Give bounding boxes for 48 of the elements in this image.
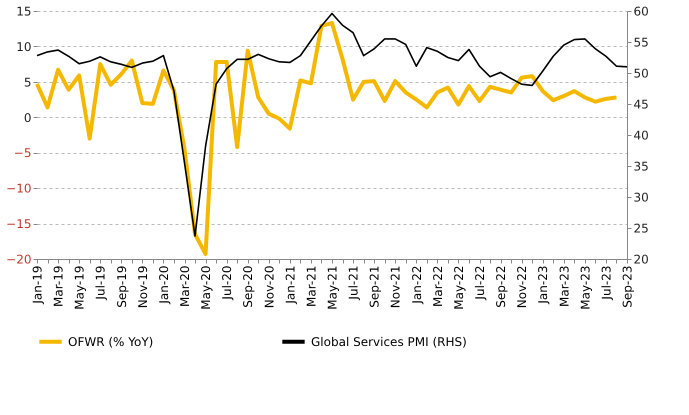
y2-tick-label: 20 [634, 252, 649, 266]
y2-tick-label: 45 [634, 98, 649, 112]
x-tick-label: Nov-19 [136, 266, 150, 308]
y2-tick-label: 40 [634, 128, 649, 142]
x-tick-label: Jul-23 [599, 266, 614, 301]
y-tick-label: −15 [6, 217, 32, 232]
y2-tick-label: 30 [634, 190, 649, 204]
x-tick-label: Mar-19 [52, 266, 66, 307]
x-tick-label: May-21 [326, 266, 340, 310]
x-tick-label: Jan-23 [536, 266, 550, 305]
x-tick-label: Jan-22 [410, 266, 424, 305]
x-tick-label: Nov-20 [262, 266, 276, 308]
x-tick-label: Nov-22 [515, 266, 530, 308]
x-tick-label: May-23 [578, 266, 592, 310]
x-tick-label: Sep-22 [494, 266, 508, 308]
x-tick-label: Mar-22 [430, 266, 445, 307]
legend-label: Global Services PMI (RHS) [311, 334, 467, 349]
y-tick-label: −10 [6, 182, 32, 196]
x-tick-label: Jan-21 [283, 266, 298, 305]
x-tick-label: Sep-19 [114, 266, 129, 308]
y2-tick-label: 50 [634, 66, 649, 80]
y-tick-label: 0 [24, 110, 32, 125]
y-tick-label: 15 [16, 4, 32, 18]
y2-tick-label: 55 [634, 36, 649, 50]
y-tick-label: 10 [16, 40, 32, 54]
x-tick-label: Jul-20 [220, 266, 234, 301]
x-tick-label: Sep-20 [241, 266, 256, 308]
x-tick-label: Sep-23 [620, 266, 634, 308]
x-tick-label: May-22 [452, 266, 466, 310]
x-tick-label: Jul-21 [346, 266, 361, 301]
y-tick-label: −20 [6, 252, 32, 266]
y2-tick-label: 60 [634, 4, 649, 18]
x-tick-label: Jul-22 [473, 266, 487, 301]
x-tick-label: Mar-21 [304, 266, 318, 307]
x-tick-label: Sep-21 [368, 266, 382, 308]
legend-label: OFWR (% YoY) [68, 334, 154, 349]
x-tick-label: Mar-23 [557, 266, 572, 307]
x-tick-label: Jul-19 [94, 266, 108, 301]
x-tick-label: Jan-19 [30, 266, 44, 305]
x-tick-label: Mar-20 [178, 266, 192, 307]
y2-tick-label: 35 [634, 160, 649, 174]
x-tick-label: Nov-21 [388, 266, 403, 308]
x-tick-label: May-19 [72, 266, 87, 310]
y-tick-label: −5 [14, 146, 32, 160]
x-tick-label: May-20 [199, 266, 214, 310]
x-tick-label: Jan-20 [156, 266, 171, 305]
y-tick-label: 5 [24, 75, 32, 90]
y2-tick-label: 25 [634, 222, 649, 236]
